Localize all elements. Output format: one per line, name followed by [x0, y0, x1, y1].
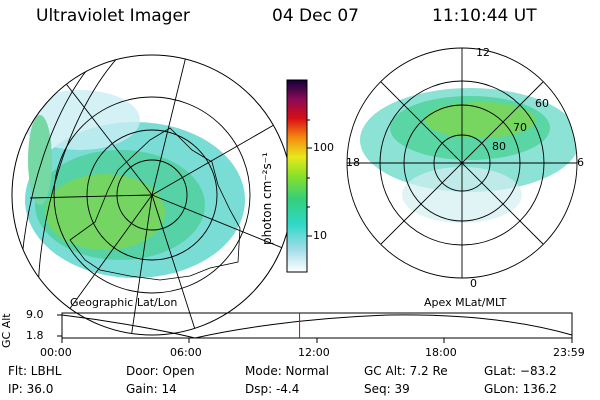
xtick-1800: 18:00	[425, 346, 457, 359]
date-label: 04 Dec 07	[272, 6, 359, 26]
mlat-label-70: 70	[513, 121, 527, 134]
xtick-0600: 06:00	[170, 346, 202, 359]
time-label: 11:10:44 UT	[432, 6, 537, 26]
dsp-status: Dsp: -4.4	[245, 382, 300, 396]
glon-status: GLon: 136.2	[484, 382, 557, 396]
ip-status: IP: 36.0	[8, 382, 54, 396]
altitude-ytick-9: 9.0	[26, 308, 44, 321]
mlt-label-6: 6	[577, 156, 584, 169]
altitude-ytick-1-8: 1.8	[26, 329, 44, 342]
color-bar	[286, 79, 312, 273]
gain-status: Gain: 14	[126, 382, 177, 396]
mlt-label-18: 18	[346, 156, 360, 169]
mlat-label-60: 60	[535, 97, 549, 110]
geographic-map	[11, 54, 293, 336]
xtick-1200: 12:00	[298, 346, 330, 359]
gc-alt-status: GC Alt: 7.2 Re	[364, 364, 448, 378]
altitude-plot	[57, 312, 573, 343]
colorbar-tick-10: 10	[313, 229, 327, 242]
geographic-caption: Geographic Lat/Lon	[70, 296, 178, 309]
filter-status: Flt: LBHL	[8, 364, 62, 378]
apex-caption: Apex MLat/MLT	[424, 296, 507, 309]
colorbar-tick-100: 100	[313, 141, 334, 154]
xtick-0000: 00:00	[40, 346, 72, 359]
mlat-label-80: 80	[492, 140, 506, 153]
xtick-2359: 23:59	[553, 346, 585, 359]
mlat-mlt-map	[346, 47, 578, 279]
glat-status: GLat: −83.2	[484, 364, 557, 378]
instrument-title: Ultraviolet Imager	[36, 6, 190, 26]
altitude-ylabel: GC Alt	[0, 313, 13, 348]
mlt-label-12: 12	[476, 46, 490, 59]
door-status: Door: Open	[126, 364, 195, 378]
colorbar-unit-label: photon cm⁻²s⁻¹	[260, 152, 274, 245]
seq-status: Seq: 39	[364, 382, 410, 396]
mlt-label-0: 0	[470, 277, 477, 290]
mode-status: Mode: Normal	[245, 364, 329, 378]
